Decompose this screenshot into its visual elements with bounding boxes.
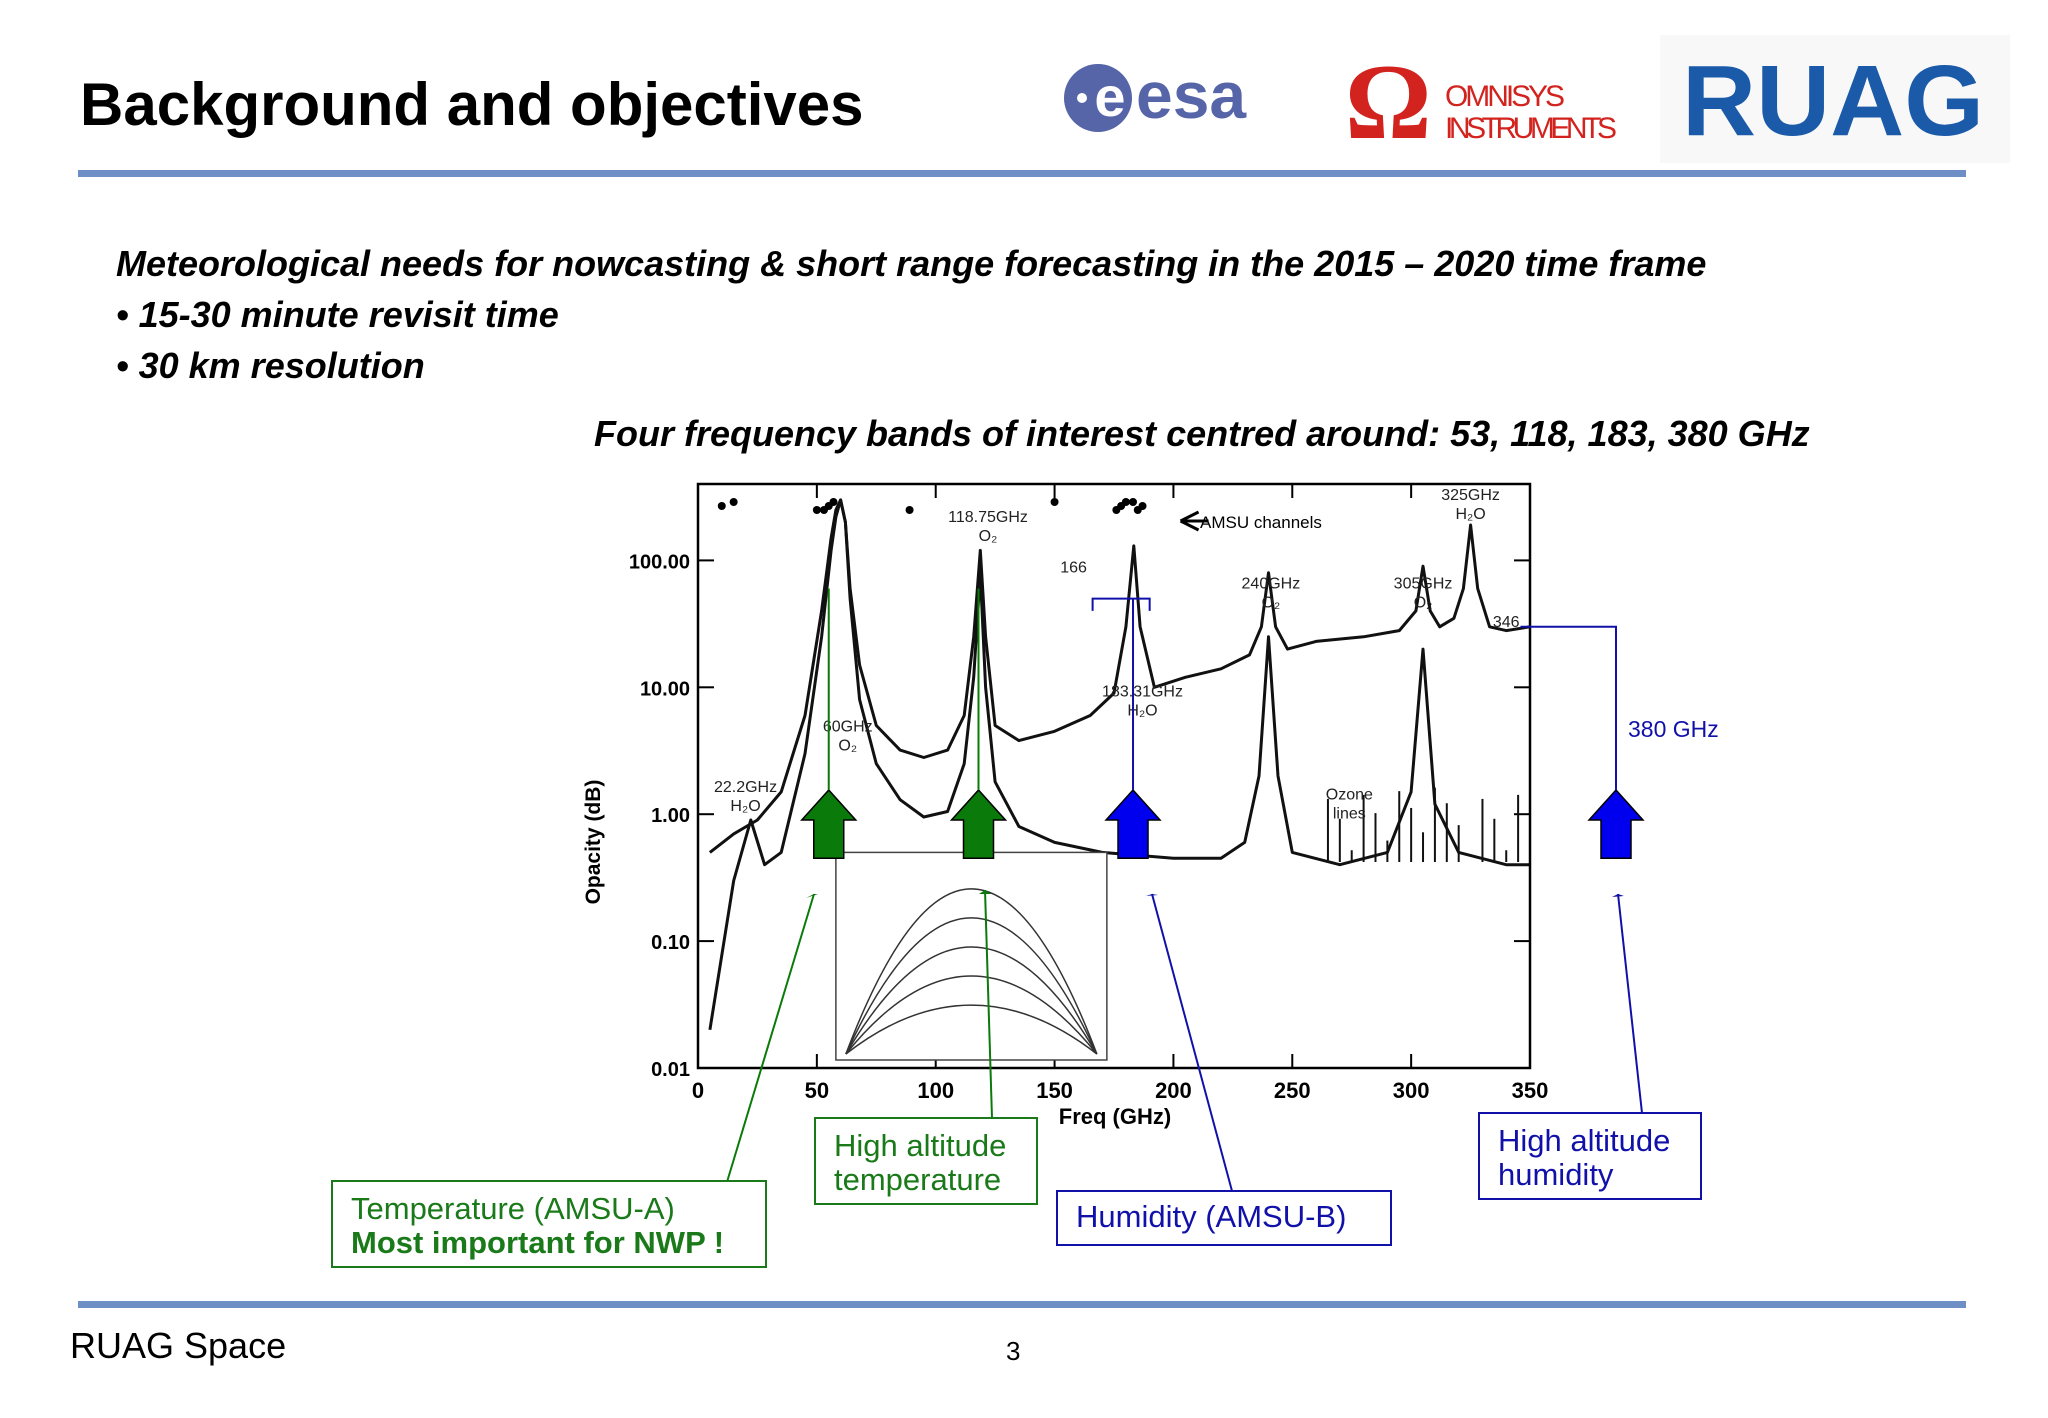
high-altitude-temperature-callout: High altitude temperature (814, 1117, 1038, 1205)
band-arrow-blue (1104, 788, 1162, 859)
x-tick-label: 200 (1155, 1078, 1192, 1103)
footer-org: RUAG Space (70, 1325, 287, 1366)
leader-humidity (1151, 893, 1233, 1192)
leader-arrowhead (979, 890, 991, 894)
amsu-channel-marker (1129, 498, 1138, 506)
band-arrow-blue (1587, 788, 1645, 859)
amsu-channels-label: AMSU channels (1200, 513, 1322, 532)
line-annotation-sub: H₂O (730, 798, 760, 815)
omnisys-line2: INSTRUMENTS (1445, 112, 1617, 145)
svg-text:Ω: Ω (1345, 50, 1431, 146)
x-axis-label: Freq (GHz) (1059, 1104, 1171, 1129)
line-annotation: 240GHz (1242, 576, 1301, 593)
line-annotation: 183.31GHz (1102, 683, 1183, 700)
esa-logo-text: esa (1136, 58, 1247, 132)
inset-plot (835, 851, 1108, 1061)
amsu-channel-marker (717, 502, 726, 510)
omnisys-logo: Ω OMNISYS INSTRUMENTS (1345, 43, 1625, 162)
amsu-channel-marker (729, 498, 738, 506)
amsu-pointer-arrow (1179, 510, 1209, 532)
subheading-text: Four frequency bands of interest centred… (594, 413, 1810, 454)
x-tick-label: 50 (805, 1078, 829, 1103)
line-annotation: Ozone (1326, 787, 1373, 804)
amsu-channel-marker (812, 506, 821, 514)
inset-curve (845, 888, 1098, 1055)
inset-curve (845, 946, 1098, 1055)
leader-temperature (726, 893, 815, 1183)
inset-curve (845, 917, 1098, 1055)
inset-curve (845, 1004, 1098, 1055)
line-annotation: 166 (1060, 560, 1087, 577)
y-tick-label: 0.01 (651, 1059, 690, 1081)
temperature-callout-title: Temperature (AMSU-A) (351, 1191, 675, 1226)
svg-text:e: e (1094, 65, 1125, 128)
x-tick-label: 350 (1512, 1078, 1549, 1103)
esa-logo: e esa (1058, 52, 1268, 138)
band-380-label: 380 GHz (1628, 716, 1719, 742)
amsu-channel-marker (1121, 498, 1130, 506)
line-annotation: 118.75GHz (948, 509, 1028, 526)
line-annotation: 60GHz (823, 718, 873, 735)
line-annotation-sub: O₂ (1262, 595, 1281, 612)
line-annotation-sub: lines (1333, 806, 1366, 823)
y-tick-label: 0.10 (651, 932, 690, 954)
y-tick-label: 10.00 (640, 678, 690, 700)
bullet-revisit: • 15-30 minute revisit time (116, 294, 559, 335)
plot-frame (696, 482, 1532, 1070)
heading-text: Meteorological needs for nowcasting & sh… (116, 243, 1707, 284)
line-annotation: 346 (1493, 614, 1520, 631)
page-number: 3 (1006, 1336, 1021, 1366)
leader-high-alt-humidity (1617, 893, 1643, 1114)
x-tick-label: 300 (1393, 1078, 1430, 1103)
line-annotation: 22.2GHz (714, 779, 777, 796)
line-annotation-sub: H₂O (1455, 506, 1485, 523)
line-annotation-sub: O₂ (838, 737, 857, 754)
y-tick-label: 100.00 (629, 551, 690, 573)
band-bracket-183 (1091, 597, 1151, 611)
band-arrow-green (949, 788, 1008, 859)
band-arrow-green (800, 788, 858, 859)
y-axis-label: Opacity (dB) (582, 780, 605, 905)
line-annotation-sub: H₂O (1127, 702, 1157, 719)
band-bracket-380 (1520, 625, 1617, 791)
opacity-chart: 0 50 100 150 200 250 300 350 0.01 0.10 1.00 10.00 10… (582, 482, 1719, 1192)
slide-title: Background and objectives (80, 71, 864, 138)
ruag-logo-text: RUAG (1682, 45, 1984, 157)
amsu-channel-marker (829, 498, 838, 506)
inset-curve (845, 975, 1098, 1055)
temperature-callout: Temperature (AMSU-A) Most important for … (331, 1180, 767, 1268)
amsu-channel-marker (905, 506, 914, 514)
high-altitude-humidity-callout: High altitude humidity (1478, 1112, 1702, 1200)
leader-arrowhead (1612, 894, 1624, 897)
bullet-resolution: • 30 km resolution (116, 345, 425, 386)
footer-rule (78, 1301, 1966, 1308)
temperature-callout-note: Most important for NWP ! (351, 1225, 725, 1260)
amsu-channel-marker (1050, 498, 1059, 506)
line-annotation-sub: O₂ (1414, 595, 1433, 612)
x-tick-label: 0 (692, 1078, 704, 1103)
line-annotation-sub: O₂ (979, 528, 998, 545)
x-tick-label: 100 (917, 1078, 954, 1103)
x-tick-label: 150 (1036, 1078, 1073, 1103)
humidity-callout: Humidity (AMSU-B) (1056, 1190, 1392, 1246)
leader-arrowhead (806, 894, 818, 898)
leader-arrowhead (1146, 894, 1158, 896)
line-annotation: 325GHz (1441, 487, 1500, 504)
leader-high-alt-temp (984, 889, 993, 1119)
y-tick-label: 1.00 (651, 805, 690, 827)
ruag-logo: RUAG (1660, 35, 2010, 163)
x-tick-label: 250 (1274, 1078, 1311, 1103)
amsu-channel-marker (1138, 502, 1147, 510)
omnisys-line1: OMNISYS (1445, 80, 1565, 113)
line-annotation: 305GHz (1394, 576, 1453, 593)
header-rule (78, 170, 1966, 177)
